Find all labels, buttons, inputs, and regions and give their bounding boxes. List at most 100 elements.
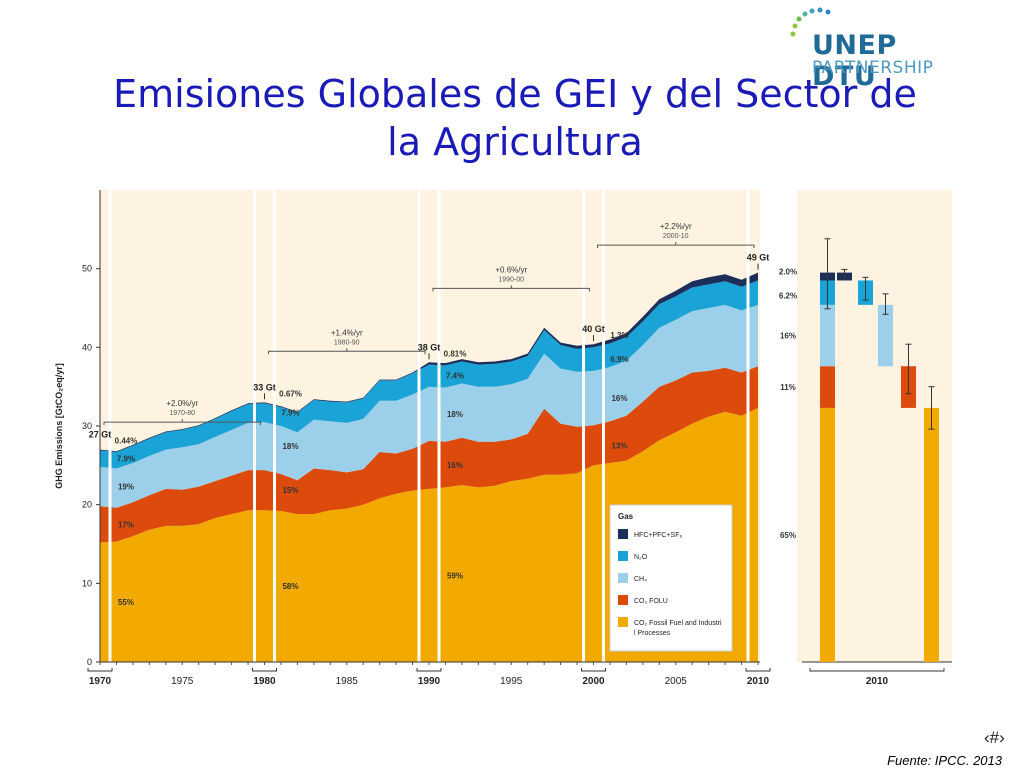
legend-box [609, 504, 733, 652]
x-tick-label: 1975 [171, 676, 194, 687]
snapshot-share-label: 18% [282, 442, 298, 451]
x-year-bracket [252, 668, 277, 672]
legend-label: N₂O [634, 554, 648, 561]
snapshot-divider [273, 190, 276, 662]
legend-swatch [618, 617, 628, 627]
area-series-3 [100, 280, 758, 469]
snapshot-share-label: 58% [282, 582, 298, 591]
ghg-emissions-chart: 0 10 20 30 40 50 GHG Emissions [GtCO₂eq/yr] 197… [54, 190, 952, 687]
legend-label: CO₂ Fossil Fuel and Industri [634, 620, 722, 627]
snapshot-share-label: 16% [780, 332, 796, 341]
x-tick-label: 1970 [89, 676, 112, 687]
snapshot-share-label: 7.9% [117, 455, 135, 464]
logo-dots-icon [790, 7, 831, 37]
snapshot-share-label: 0.44% [115, 437, 138, 446]
snapshot-divider [108, 190, 112, 662]
snapshot-share-label: 16% [447, 461, 463, 470]
snapshot-share-label: 2.0% [779, 268, 797, 277]
unep-dtu-logo: UNEP DTU PARTNERSHIP [785, 4, 965, 92]
panel2-x-label: 2010 [866, 676, 889, 687]
legend-label: CO₂ FOLU [634, 598, 668, 605]
panel2-x-bracket [809, 668, 945, 672]
y-tick-label: 40 [82, 342, 92, 352]
snapshot-share-label: 6.2% [779, 292, 797, 301]
growth-period-label: 1970-80 [169, 410, 195, 417]
snapshot-share-label: 55% [118, 598, 134, 607]
x-tick-label: 2010 [747, 676, 770, 687]
snapshot-total-label: 27 Gt [89, 430, 112, 440]
snapshot-share-label: 0.81% [444, 349, 467, 358]
x-year-bracket [745, 668, 771, 672]
legend-label: CH₄ [634, 576, 647, 583]
snapshot-share-label: 18% [447, 410, 463, 419]
legend-label: l Processes [634, 630, 671, 637]
legend-swatch [618, 573, 628, 583]
y-tick-label: 50 [82, 264, 92, 274]
snapshot-share-label: 16% [611, 394, 627, 403]
logo-subtitle: PARTNERSHIP [812, 58, 934, 78]
growth-rate-label: +0.6%/yr [495, 265, 527, 274]
growth-period-label: 2000-10 [663, 233, 689, 240]
y-tick-label: 0 [87, 657, 92, 667]
snapshot-share-label: 19% [118, 483, 134, 492]
x-tick-label: 1985 [336, 676, 359, 687]
snapshot-divider [746, 190, 750, 662]
snapshot-divider [602, 190, 605, 662]
growth-bracket [103, 421, 261, 426]
snapshot-total-label: 38 Gt [418, 342, 441, 352]
x-tick-label: 1995 [500, 676, 523, 687]
slide-title: Emisiones Globales de GEI y del Sector d… [113, 72, 917, 164]
x-year-bracket [581, 668, 606, 672]
snapshot-share-label: 13% [611, 441, 627, 450]
snapshot-divider [253, 190, 256, 662]
area-series-2 [100, 304, 758, 508]
area-series-0 [100, 407, 758, 662]
growth-rate-label: +2.2%/yr [660, 222, 692, 231]
y-axis-label: GHG Emissions [GtCO₂eq/yr] [54, 363, 64, 489]
growth-period-label: 1980-90 [334, 339, 360, 346]
snapshot-total-label: 33 Gt [253, 382, 276, 392]
snapshot-share-label: 17% [118, 520, 134, 529]
snapshot-share-label: 1.3% [610, 331, 628, 340]
legend-swatch [618, 529, 628, 539]
snapshot-share-label: 0.67% [279, 389, 302, 398]
legend-label: HFC+PFC+SF₆ [634, 532, 683, 539]
x-year-bracket [416, 668, 442, 672]
panel2-bar-segment [878, 304, 893, 367]
x-tick-label: 2005 [665, 676, 688, 687]
x-tick-label: 1980 [253, 676, 276, 687]
x-year-bracket [87, 668, 113, 672]
x-tick-label: 1990 [418, 676, 441, 687]
snapshot-share-label: 65% [780, 531, 796, 540]
y-tick-label: 30 [82, 421, 92, 431]
growth-bracket [597, 244, 755, 249]
panel2-bar-segment [820, 304, 835, 367]
snapshot-share-label: 7.4% [446, 372, 464, 381]
snapshot-divider [582, 190, 585, 662]
slide-number: ‹#› [984, 728, 1005, 747]
snapshot-share-label: 6.9% [610, 355, 628, 364]
panel2-bar-segment [924, 407, 939, 662]
snapshot-share-label: 11% [780, 383, 796, 392]
y-tick-label: 10 [82, 578, 92, 588]
growth-bracket [268, 350, 426, 355]
growth-rate-label: +1.4%/yr [331, 328, 363, 337]
growth-period-label: 1990-00 [498, 276, 524, 283]
growth-rate-label: +2.0%/yr [166, 399, 198, 408]
snapshot-total-label: 49 Gt [747, 253, 770, 263]
panel2-bar-segment [820, 407, 835, 662]
legend-swatch [618, 551, 628, 561]
source-note: Fuente: IPCC. 2013 [887, 753, 1002, 768]
legend-swatch [618, 595, 628, 605]
snapshot-total-label: 40 Gt [582, 324, 605, 334]
snapshot-share-label: 7.9% [281, 409, 299, 418]
snapshot-share-label: 15% [282, 486, 298, 495]
snapshot-share-label: 59% [447, 571, 463, 580]
y-tick-label: 20 [82, 500, 92, 510]
snapshot-divider [437, 190, 441, 662]
legend-title: Gas [618, 512, 634, 521]
x-tick-label: 2000 [582, 676, 605, 687]
logo-name: UNEP DTU [812, 30, 897, 92]
area-series-1 [100, 366, 758, 543]
panel2-bar-segment [820, 366, 835, 408]
